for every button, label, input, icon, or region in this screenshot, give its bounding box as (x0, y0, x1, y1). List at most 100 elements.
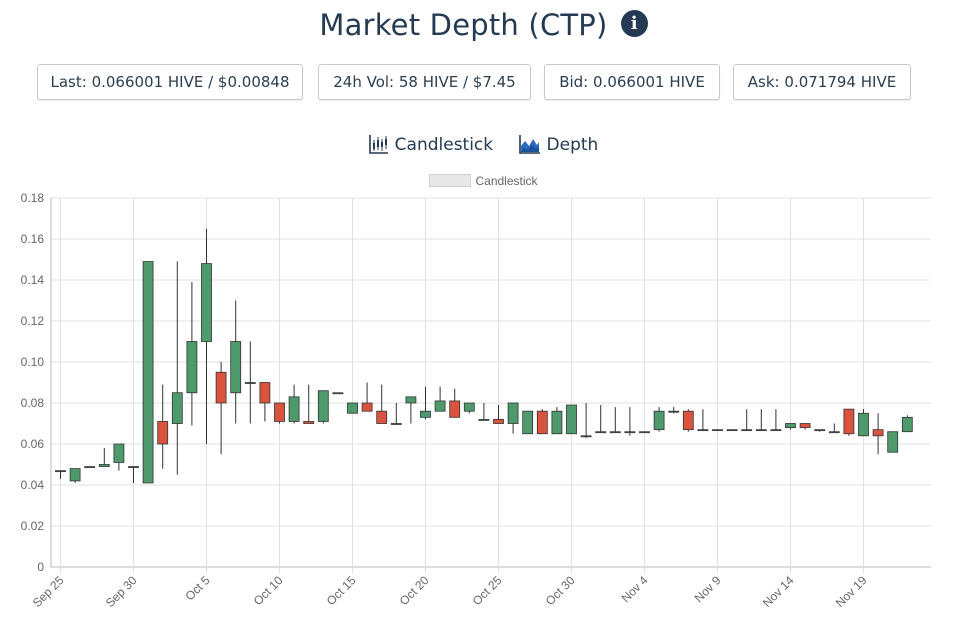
y-tick-label: 0.02 (21, 519, 45, 533)
x-tick-label: Oct 30 (543, 573, 578, 608)
y-tick-label: 0 (37, 560, 44, 574)
candle-body (770, 429, 782, 432)
candle-body (157, 421, 169, 445)
last-price-label: Last: (50, 73, 87, 91)
candle-body (142, 261, 154, 484)
candle-body (215, 371, 227, 404)
candle-body (522, 410, 534, 435)
chart-legend[interactable]: Candlestick (0, 174, 967, 188)
y-tick-label: 0.12 (21, 314, 45, 328)
candlestick-chart-icon (368, 135, 388, 154)
ask-label: Ask: (747, 73, 780, 91)
y-tick-label: 0.10 (21, 355, 45, 369)
y-tick-label: 0.14 (21, 273, 45, 287)
volume-value: 58 HIVE / $7.45 (398, 73, 516, 91)
ask-value: 0.071794 HIVE (784, 73, 897, 91)
x-tick-label: Oct 15 (324, 573, 359, 608)
candle-body (244, 382, 256, 384)
x-tick-label: Nov 9 (692, 573, 724, 605)
bid-value: 0.066001 HIVE (593, 73, 705, 91)
volume-stat: 24h Vol: 58 HIVE / $7.45 (318, 64, 531, 100)
y-tick-label: 0.08 (21, 396, 45, 410)
area-chart-icon (518, 135, 540, 154)
candle-body (84, 466, 96, 468)
candle-body (741, 429, 753, 432)
candle-body (463, 402, 475, 412)
last-price-stat: Last: 0.066001 HIVE / $0.00848 (37, 64, 303, 100)
candle-body (536, 410, 548, 435)
candle-body (828, 431, 840, 434)
candle-body (755, 429, 767, 432)
candle-body (376, 410, 388, 424)
x-tick-label: Sep 30 (103, 573, 140, 610)
candle-body (171, 392, 183, 424)
page-header: Market Depth (CTP) i (0, 8, 967, 42)
candle-body (274, 402, 285, 422)
x-tick-label: Sep 25 (30, 573, 67, 610)
candle-body (653, 410, 665, 431)
candle-body (201, 263, 212, 342)
candle-body (726, 429, 738, 432)
candle-body (697, 429, 709, 432)
x-tick-label: Oct 5 (182, 573, 212, 603)
legend-swatch (429, 174, 472, 187)
x-tick-label: Oct 20 (397, 573, 432, 608)
y-tick-label: 0.16 (21, 232, 45, 246)
candle-body (420, 410, 431, 418)
candle-body (785, 423, 796, 428)
ask-stat: Ask: 0.071794 HIVE (733, 64, 911, 100)
x-tick-label: Nov 19 (833, 573, 870, 610)
candle-body (580, 435, 592, 438)
candle-body (682, 410, 694, 431)
candle-body (814, 429, 826, 432)
candle-body (434, 400, 446, 412)
y-tick-label: 0.04 (21, 478, 45, 492)
candle-body (55, 470, 66, 473)
candle-body (551, 410, 563, 435)
candle-body (843, 408, 855, 435)
candle-body (872, 429, 884, 437)
candle-body (449, 400, 461, 418)
page-title: Market Depth (CTP) (319, 8, 608, 42)
candle-body (288, 396, 300, 422)
market-stats-bar: Last: 0.066001 HIVE / $0.00848 24h Vol: … (0, 64, 967, 100)
tab-candlestick-label: Candlestick (394, 135, 494, 155)
candle-body (128, 466, 139, 468)
candle-body (230, 341, 242, 394)
candle-body (595, 431, 607, 434)
candle-body (317, 390, 329, 422)
candle-body (858, 412, 869, 437)
candle-body (186, 341, 198, 394)
candle-body (639, 431, 650, 434)
y-tick-label: 0.18 (21, 191, 45, 205)
x-tick-label: Nov 4 (619, 573, 651, 605)
candle-body (259, 382, 271, 404)
candle-body (405, 396, 417, 404)
tab-depth-label: Depth (546, 135, 599, 155)
x-tick-label: Oct 10 (251, 573, 286, 608)
candle-body (69, 468, 81, 482)
legend-label: Candlestick (475, 174, 538, 188)
candle-body (113, 443, 125, 463)
candle-body (98, 464, 110, 467)
info-icon[interactable]: i (620, 9, 648, 37)
candle-body (493, 418, 504, 424)
candle-body (799, 423, 811, 428)
tab-depth[interactable]: Depth (518, 134, 599, 155)
candle-body (712, 429, 723, 432)
candle-body (507, 402, 519, 424)
tab-candlestick[interactable]: Candlestick (368, 134, 494, 155)
bid-label: Bid: (559, 73, 589, 91)
candle-body (566, 404, 577, 435)
x-tick-label: Nov 14 (760, 573, 797, 610)
x-tick-label: Oct 25 (470, 573, 505, 608)
candle-body (668, 410, 680, 413)
candle-body (390, 423, 402, 425)
candle-body (347, 402, 358, 414)
volume-label: 24h Vol: (333, 73, 395, 91)
candle-body (478, 418, 490, 421)
candle-body (901, 416, 913, 433)
candle-body (609, 431, 621, 434)
last-price-value: 0.066001 HIVE / $0.00848 (91, 73, 290, 91)
